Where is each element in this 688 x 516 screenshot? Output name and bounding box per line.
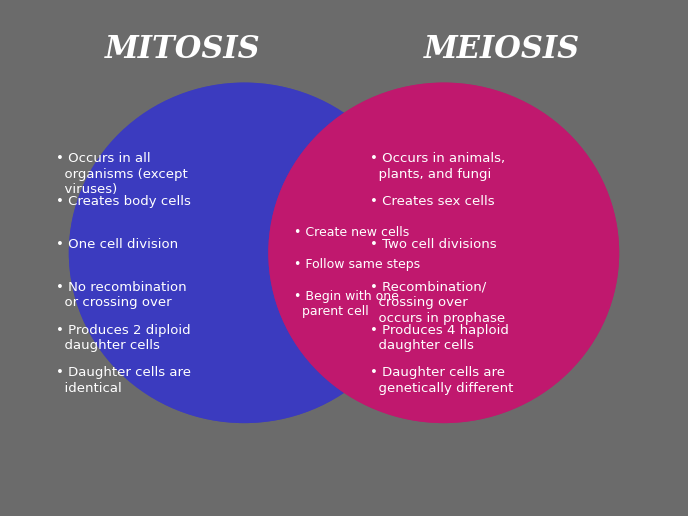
Text: • Daughter cells are
  genetically different: • Daughter cells are genetically differe… xyxy=(370,366,513,395)
Ellipse shape xyxy=(268,83,619,423)
Text: MEIOSIS: MEIOSIS xyxy=(424,34,580,64)
Text: • Creates sex cells: • Creates sex cells xyxy=(370,195,495,208)
Ellipse shape xyxy=(69,83,420,423)
Ellipse shape xyxy=(268,83,619,423)
Text: • Begin with one
  parent cell: • Begin with one parent cell xyxy=(294,290,399,318)
Text: • Two cell divisions: • Two cell divisions xyxy=(370,238,497,251)
Text: • Create new cells: • Create new cells xyxy=(294,226,410,239)
Text: • Recombination/
  crossing over
  occurs in prophase: • Recombination/ crossing over occurs in… xyxy=(370,281,505,325)
Text: • Occurs in animals,
  plants, and fungi: • Occurs in animals, plants, and fungi xyxy=(370,152,505,181)
Text: • Occurs in all
  organisms (except
  viruses): • Occurs in all organisms (except viruse… xyxy=(56,152,188,196)
Text: • Produces 2 diploid
  daughter cells: • Produces 2 diploid daughter cells xyxy=(56,324,191,352)
Ellipse shape xyxy=(69,83,420,423)
Text: • Creates body cells: • Creates body cells xyxy=(56,195,191,208)
Text: • One cell division: • One cell division xyxy=(56,238,179,251)
Text: • Follow same steps: • Follow same steps xyxy=(294,258,420,271)
Text: • Produces 4 haploid
  daughter cells: • Produces 4 haploid daughter cells xyxy=(370,324,509,352)
Text: • Daughter cells are
  identical: • Daughter cells are identical xyxy=(56,366,191,395)
Text: MITOSIS: MITOSIS xyxy=(105,34,260,64)
Text: • No recombination
  or crossing over: • No recombination or crossing over xyxy=(56,281,187,309)
